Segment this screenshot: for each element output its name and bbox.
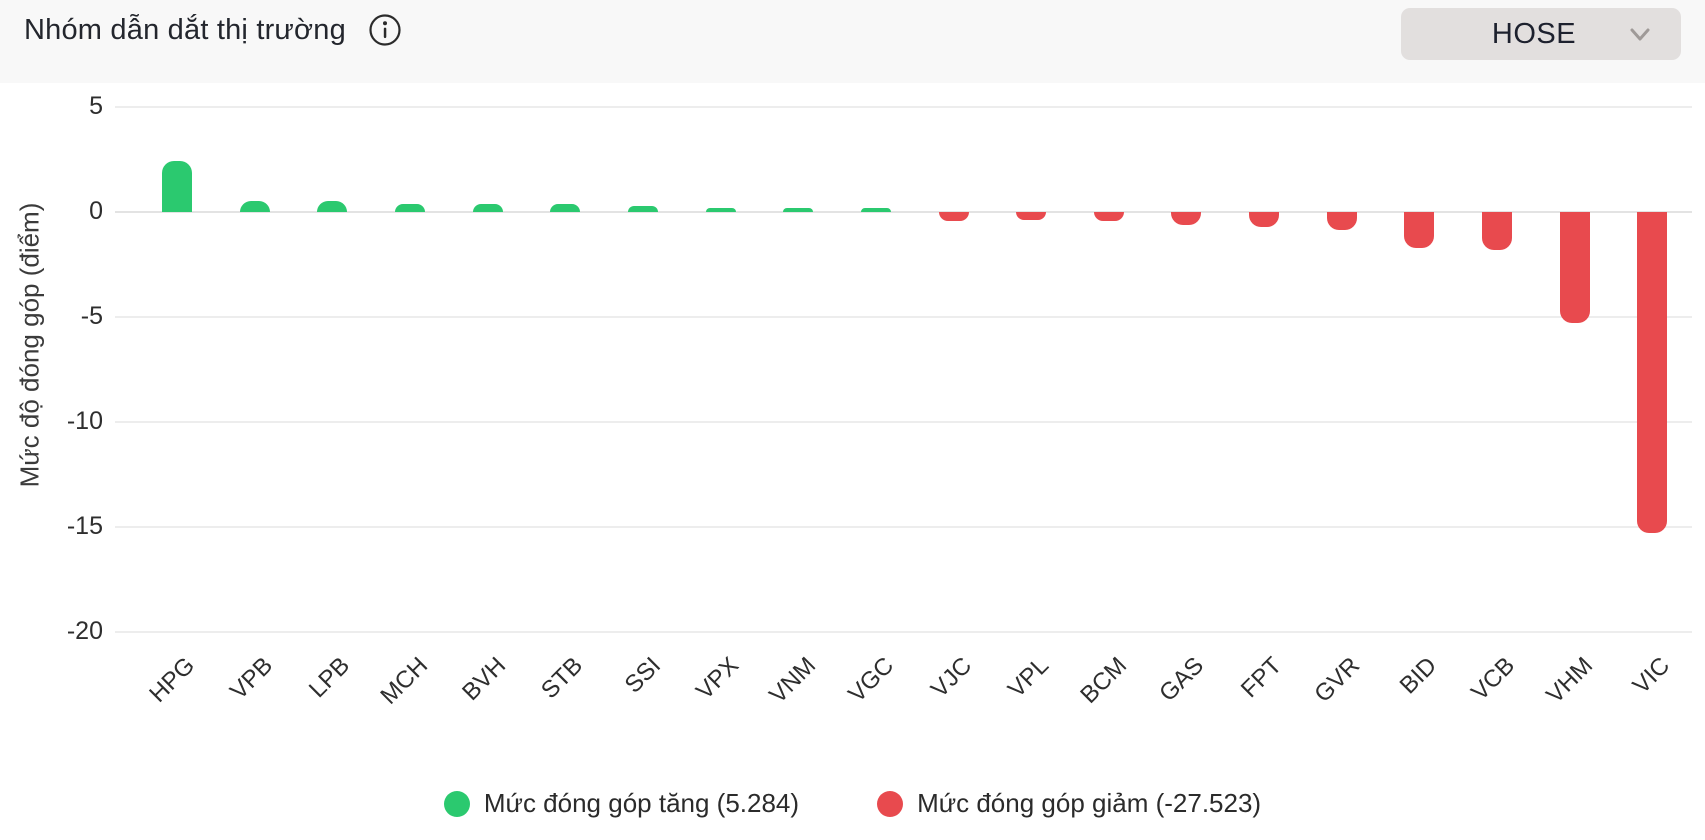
bar-VPX[interactable] xyxy=(706,208,736,212)
x-tick-label-FPT: FPT xyxy=(1235,652,1288,704)
y-tick-label-0: 0 xyxy=(89,197,103,225)
gridline-5 xyxy=(115,106,1692,108)
increase-dot-icon xyxy=(443,790,470,817)
exchange-dropdown[interactable]: HOSE xyxy=(1401,8,1681,60)
bar-MCH[interactable] xyxy=(395,204,425,212)
x-tick-label-VIC: VIC xyxy=(1627,652,1676,700)
panel-title: Nhóm dẫn dắt thị trường xyxy=(24,14,346,46)
bar-VGC[interactable] xyxy=(861,208,891,212)
bar-FPT[interactable] xyxy=(1249,212,1279,227)
y-tick-label--5: -5 xyxy=(80,302,103,330)
y-tick-label--10: -10 xyxy=(66,407,103,435)
gridline--10 xyxy=(115,421,1692,423)
bar-BID[interactable] xyxy=(1404,212,1434,248)
gridline--5 xyxy=(115,316,1692,318)
x-tick-label-VPX: VPX xyxy=(691,652,745,706)
legend-increase-label: Mức đóng góp tăng (5.284) xyxy=(483,788,800,818)
gridline--20 xyxy=(115,631,1692,633)
bar-LPB[interactable] xyxy=(317,201,347,212)
bar-BVH[interactable] xyxy=(473,204,503,212)
x-tick-label-BID: BID xyxy=(1394,652,1443,700)
panel-header: Nhóm dẫn dắt thị trường HOSE xyxy=(0,0,1705,83)
bar-VJC[interactable] xyxy=(939,212,969,221)
bar-VHM[interactable] xyxy=(1560,212,1590,323)
chevron-down-icon xyxy=(1627,21,1653,47)
exchange-dropdown-value: HOSE xyxy=(1491,17,1577,50)
legend-decrease-label: Mức đóng góp giảm (-27.523) xyxy=(917,788,1262,818)
x-tick-label-VPB: VPB xyxy=(225,652,279,706)
x-tick-label-LPB: LPB xyxy=(303,652,356,704)
bar-VCB[interactable] xyxy=(1482,212,1512,250)
gridline-0 xyxy=(115,211,1692,213)
y-tick-label-5: 5 xyxy=(89,92,103,120)
chart-legend: Mức đóng góp tăng (5.284) Mức đóng góp g… xyxy=(0,788,1705,819)
x-tick-label-STB: STB xyxy=(535,652,589,705)
bar-HPG[interactable] xyxy=(162,161,192,212)
y-tick-label--15: -15 xyxy=(66,512,103,540)
x-tick-label-BCM: BCM xyxy=(1075,652,1133,709)
x-tick-label-MCH: MCH xyxy=(375,652,434,710)
bar-SSI[interactable] xyxy=(628,206,658,212)
x-tick-label-VHM: VHM xyxy=(1541,652,1599,709)
bar-VPL[interactable] xyxy=(1016,212,1046,220)
y-axis-title: Mức độ đóng góp (điểm) xyxy=(14,202,45,488)
x-tick-label-VNM: VNM xyxy=(764,652,822,709)
decrease-dot-icon xyxy=(877,790,904,817)
gridline--15 xyxy=(115,526,1692,528)
legend-item-decrease[interactable]: Mức đóng góp giảm (-27.523) xyxy=(877,788,1261,819)
bar-VIC[interactable] xyxy=(1637,212,1667,533)
bar-GVR[interactable] xyxy=(1327,212,1357,230)
x-tick-label-HPG: HPG xyxy=(144,652,201,708)
y-tick-label--20: -20 xyxy=(66,617,103,645)
bar-VNM[interactable] xyxy=(783,208,813,212)
bar-GAS[interactable] xyxy=(1171,212,1201,225)
x-tick-label-VCB: VCB xyxy=(1466,652,1521,706)
info-icon[interactable] xyxy=(368,13,402,47)
legend-item-increase[interactable]: Mức đóng góp tăng (5.284) xyxy=(443,788,800,819)
x-tick-label-VGC: VGC xyxy=(843,652,900,708)
bar-BCM[interactable] xyxy=(1094,212,1124,221)
x-tick-label-GAS: GAS xyxy=(1154,652,1210,707)
x-tick-label-SSI: SSI xyxy=(619,652,667,699)
bar-VPB[interactable] xyxy=(240,201,270,212)
x-tick-label-BVH: BVH xyxy=(457,652,512,706)
x-tick-label-GVR: GVR xyxy=(1309,652,1366,708)
x-tick-label-VJC: VJC xyxy=(925,652,978,704)
bar-STB[interactable] xyxy=(550,204,580,212)
x-tick-label-VPL: VPL xyxy=(1002,652,1055,704)
